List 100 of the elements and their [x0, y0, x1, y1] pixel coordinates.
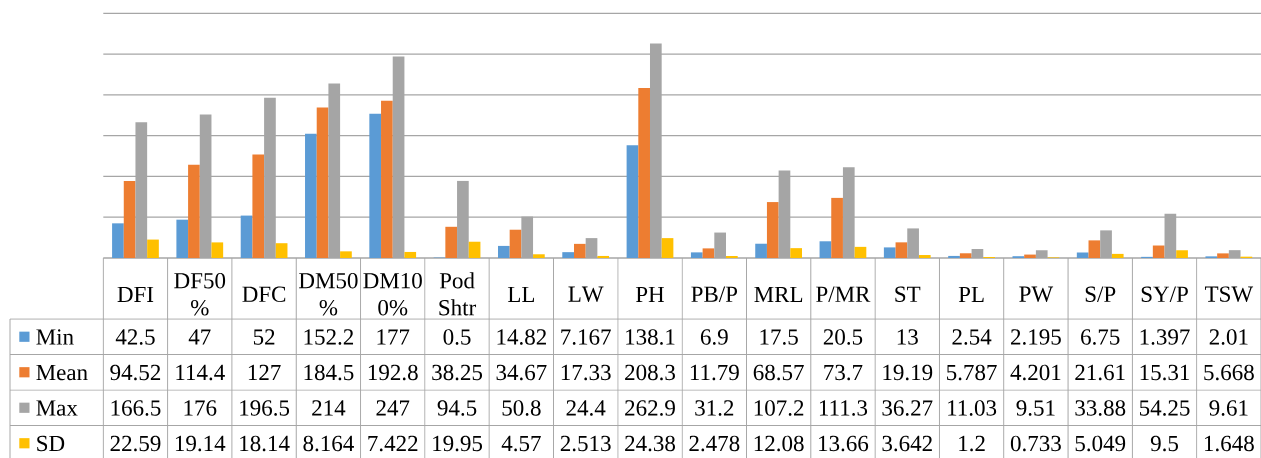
- bar: [854, 246, 867, 258]
- data-label: 208.3: [625, 364, 675, 381]
- x-tick-label: PL: [958, 286, 984, 302]
- bar: [123, 180, 136, 258]
- x-tick-label: LL: [507, 286, 535, 302]
- data-label: 152.2: [304, 329, 354, 345]
- data-label: 31.2: [695, 400, 734, 416]
- data-label: 24.38: [625, 435, 675, 452]
- data-label: 12.08: [754, 435, 804, 452]
- data-label: 184.5: [304, 364, 354, 381]
- data-label: 17.33: [561, 364, 611, 381]
- bar: [819, 241, 832, 258]
- data-label: 166.5: [111, 400, 161, 416]
- data-label: 0.733: [1010, 435, 1061, 452]
- data-label: 4.201: [1010, 364, 1061, 381]
- bar: [626, 145, 639, 258]
- data-label: 1.648: [1204, 435, 1254, 452]
- x-tick-label: ST: [895, 286, 921, 302]
- data-label: 19.95: [433, 435, 483, 452]
- legend-label: Max: [36, 400, 78, 416]
- data-label: 50.8: [502, 400, 541, 416]
- data-label: 1.2: [959, 435, 985, 452]
- data-label: 15.31: [1140, 364, 1190, 381]
- bar: [468, 241, 481, 258]
- bar: [1088, 240, 1101, 258]
- legend-label: Min: [36, 329, 74, 345]
- x-tick-label: DM50%: [299, 272, 358, 316]
- data-label: 19.14: [175, 435, 226, 452]
- legend-label: Mean: [36, 364, 88, 381]
- data-label: 192.8: [368, 364, 418, 381]
- data-label: 214: [312, 400, 346, 416]
- data-label: 14.82: [497, 329, 546, 345]
- data-label: 68.57: [753, 364, 804, 381]
- data-label: 138.1: [626, 329, 675, 345]
- data-label: 1.397: [1140, 329, 1190, 345]
- bar: [305, 133, 317, 258]
- bar: [766, 202, 779, 258]
- bar: [369, 113, 382, 258]
- x-tick-label: LW: [568, 286, 604, 302]
- data-label: 42.5: [115, 329, 155, 345]
- data-label: 54.25: [1139, 400, 1190, 416]
- x-tick-label: P/MR: [816, 286, 871, 302]
- bar: [1176, 250, 1188, 258]
- data-label: 111.3: [819, 400, 868, 416]
- data-label: 52: [253, 329, 275, 345]
- bar: [690, 252, 703, 258]
- bar: [755, 243, 767, 258]
- data-label: 2.01: [1209, 329, 1248, 345]
- bar: [895, 242, 908, 258]
- data-label: 9.51: [1016, 400, 1055, 416]
- bar: [948, 255, 960, 258]
- bar: [275, 243, 288, 258]
- x-tick-label: DF50%: [174, 272, 226, 316]
- data-label: 13.66: [819, 435, 869, 452]
- data-label: 2.195: [1011, 329, 1061, 345]
- x-tick-label: PH: [635, 286, 665, 302]
- data-label: 107.2: [754, 400, 804, 416]
- x-tick-label: Pod Shtr: [439, 272, 477, 316]
- bar: [211, 242, 224, 258]
- data-label: 127: [248, 364, 281, 380]
- bar: [959, 253, 972, 258]
- data-label: 73.7: [824, 364, 863, 381]
- bar: [573, 243, 586, 258]
- x-tick-label: DFI: [117, 286, 154, 302]
- x-tick-label: PB/P: [691, 286, 738, 302]
- data-label: 177: [377, 329, 410, 345]
- x-tick-label: SY/P: [1141, 286, 1188, 302]
- bar: [176, 219, 189, 258]
- bar: [240, 215, 253, 258]
- data-label: 11.03: [948, 400, 997, 416]
- data-label: 9.5: [1150, 435, 1178, 452]
- data-label: 94.52: [110, 364, 161, 381]
- data-label: 176: [184, 400, 217, 416]
- data-label: 11.79: [690, 364, 739, 381]
- x-tick-label: PW: [1019, 286, 1054, 302]
- data-label: 3.642: [882, 435, 932, 452]
- x-tick-label: TSW: [1204, 286, 1254, 302]
- data-label: 22.59: [110, 435, 161, 452]
- bar: [147, 239, 159, 258]
- bar: [509, 229, 522, 258]
- data-label: 24.4: [566, 400, 606, 416]
- bar: [381, 100, 393, 258]
- data-label: 17.5: [760, 329, 798, 345]
- data-label: 0.5: [443, 329, 471, 345]
- data-label: 2.478: [689, 435, 740, 452]
- data-label: 196.5: [240, 400, 290, 416]
- bar: [790, 248, 802, 258]
- data-label: 9.61: [1209, 400, 1248, 416]
- data-label: 20.5: [823, 329, 863, 345]
- data-label: 2.513: [560, 435, 611, 452]
- bar: [1217, 253, 1229, 258]
- data-label: 5.787: [947, 364, 997, 381]
- data-label: 34.67: [496, 364, 547, 381]
- bar: [340, 251, 352, 258]
- bar: [726, 255, 738, 258]
- data-label: 247: [376, 400, 410, 416]
- data-label: 4.57: [501, 435, 541, 452]
- data-label: 36.27: [882, 400, 933, 416]
- bar: [316, 107, 329, 258]
- data-label: 114.4: [176, 364, 225, 381]
